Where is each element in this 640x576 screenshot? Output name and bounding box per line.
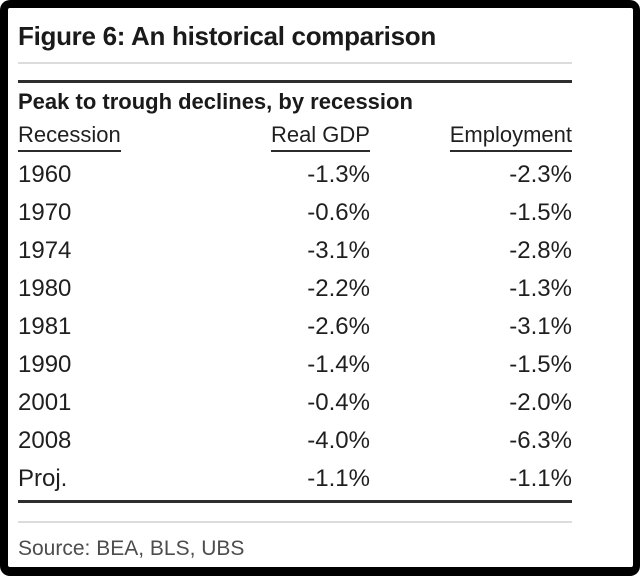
cell-employment: -1.5% (509, 199, 572, 226)
column-header-real-gdp: Real GDP (218, 116, 370, 156)
cell-recession: 1980 (18, 275, 72, 302)
divider-thick-top (18, 80, 572, 83)
cell-real-gdp: -0.6% (307, 199, 370, 226)
table-row: Proj. -1.1% -1.1% (18, 460, 572, 498)
cell-employment: -1.3% (509, 275, 572, 302)
table-header-row: Recession Real GDP Employment (18, 116, 572, 156)
figure-content: Figure 6: An historical comparison Peak … (18, 20, 572, 563)
source-note: Source: BEA, BLS, UBS (18, 537, 245, 560)
cell-recession: 1970 (18, 199, 72, 226)
cell-real-gdp: -4.0% (307, 427, 370, 454)
cell-recession: 1990 (18, 351, 72, 378)
table-row: 1990 -1.4% -1.5% (18, 346, 572, 384)
cell-real-gdp: -2.6% (307, 313, 370, 340)
table-row: 1974 -3.1% -2.8% (18, 232, 572, 270)
column-header-employment: Employment (370, 116, 572, 156)
cell-recession: 1974 (18, 237, 72, 264)
cell-employment: -3.1% (509, 313, 572, 340)
cell-real-gdp: -1.3% (307, 161, 370, 188)
cell-employment: -2.3% (509, 161, 572, 188)
cell-recession: 1960 (18, 161, 72, 188)
cell-employment: -2.0% (509, 389, 572, 416)
column-header-recession-label: Recession (18, 122, 121, 152)
column-header-recession: Recession (18, 116, 218, 156)
column-header-employment-label: Employment (449, 122, 572, 152)
table-row: 1980 -2.2% -1.3% (18, 270, 572, 308)
cell-real-gdp: -3.1% (307, 237, 370, 264)
cell-employment: -2.8% (509, 237, 572, 264)
figure-panel: Figure 6: An historical comparison Peak … (8, 8, 633, 567)
table-row: 2001 -0.4% -2.0% (18, 384, 572, 422)
cell-recession: 1981 (18, 313, 72, 340)
cell-recession: 2001 (18, 389, 72, 416)
table-row: 2008 -4.0% -6.3% (18, 422, 572, 460)
table-row: 1981 -2.6% -3.1% (18, 308, 572, 346)
divider-thin-top (18, 62, 572, 64)
cell-recession: Proj. (18, 465, 68, 492)
cell-employment: -1.5% (509, 351, 572, 378)
table-header: Recession Real GDP Employment (18, 116, 572, 156)
table-row: 1970 -0.6% -1.5% (18, 194, 572, 232)
table-body: 1960 -1.3% -2.3% 1970 -0.6% -1.5% 1974 -… (18, 156, 572, 498)
cell-employment: -1.1% (509, 465, 572, 492)
column-header-real-gdp-label: Real GDP (270, 122, 370, 152)
cell-real-gdp: -0.4% (307, 389, 370, 416)
cell-real-gdp: -2.2% (307, 275, 370, 302)
cell-recession: 2008 (18, 427, 72, 454)
cell-real-gdp: -1.1% (307, 465, 370, 492)
cell-real-gdp: -1.4% (307, 351, 370, 378)
recession-table: Recession Real GDP Employment 1960 -1.3%… (18, 116, 572, 498)
divider-thick-bottom (18, 500, 572, 503)
cell-employment: -6.3% (509, 427, 572, 454)
table-row: 1960 -1.3% -2.3% (18, 156, 572, 194)
divider-thin-bottom (18, 521, 572, 523)
figure-title: Figure 6: An historical comparison (18, 21, 436, 51)
table-caption: Peak to trough declines, by recession (18, 89, 413, 114)
